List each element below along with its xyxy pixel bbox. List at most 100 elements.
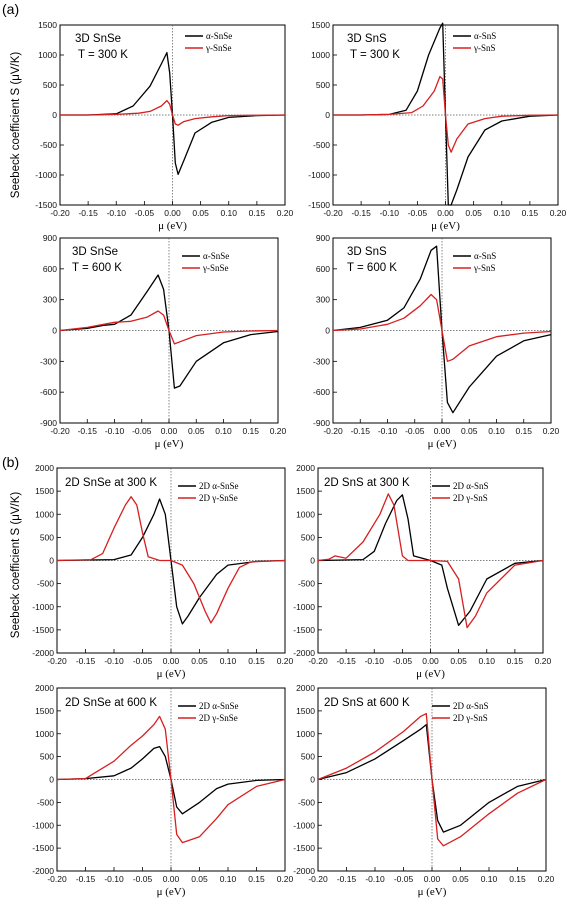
y-tick-label: -1500 [293, 625, 315, 635]
y-tick-label: 1000 [35, 729, 54, 739]
series-line-gamma [317, 493, 544, 629]
x-tick-label: -0.15 [76, 656, 96, 666]
y-tick-label: 2000 [296, 463, 315, 473]
chart-title: 2D SnS at 600 K [324, 697, 410, 709]
x-tick-label: -0.15 [336, 656, 356, 666]
x-tick-label: 0.05 [465, 208, 482, 218]
y-tick-label: -500 [37, 797, 54, 807]
y-tick-label: -1000 [308, 170, 330, 180]
chart-panel-5: -0.20 -0.15 -0.10 -0.05 0.00 0.05 0.10 0.15 0.20… [293, 463, 551, 680]
x-tick-label: -0.10 [378, 426, 398, 436]
x-tick-label: 0.00 [422, 656, 439, 666]
series-line-gamma [59, 310, 279, 345]
y-tick-label: -500 [40, 140, 57, 150]
x-tick-label: 0.00 [424, 874, 441, 884]
y-tick-label: 0 [310, 556, 315, 566]
y-tick-label: -2000 [32, 866, 54, 876]
x-tick-label: 0.00 [163, 656, 180, 666]
y-tick-label: 1500 [35, 706, 54, 716]
chart-panel-2: -0.20 -0.15 -0.10 -0.05 0.00 0.05 0.10 0.15 0.20… [40, 233, 287, 450]
y-tick-label: 1000 [296, 509, 315, 519]
x-tick-label: 0.15 [248, 874, 265, 884]
plots-container: -0.20 -0.15 -0.10 -0.05 0.00 0.05 0.10 0.15 0.20… [32, 20, 566, 898]
x-tick-label: -0.10 [380, 208, 400, 218]
legend-label: 2D α-SnS [453, 481, 488, 491]
y-tick-label: -1000 [32, 602, 54, 612]
series-line-gamma [56, 715, 286, 844]
chart-title: 2D SnSe at 300 K [65, 477, 157, 489]
x-tick-label: 0.20 [277, 874, 294, 884]
y-tick-label: 0 [325, 326, 330, 336]
x-tick-label: 0.00 [161, 426, 178, 436]
x-tick-label: -0.05 [132, 426, 152, 436]
x-axis-label: μ (eV) [416, 668, 445, 680]
y-tick-label: -2000 [32, 648, 54, 658]
legend-label: 2D α-SnS [453, 701, 488, 711]
y-tick-label: -1500 [308, 200, 330, 210]
x-tick-label: 0.10 [478, 656, 495, 666]
x-tick-label: -0.05 [133, 656, 153, 666]
panel-label-b: (b) [2, 454, 19, 470]
x-tick-label: 0.20 [277, 208, 294, 218]
legend-label: γ-SnS [473, 43, 496, 53]
x-tick-label: -0.05 [393, 656, 413, 666]
y-tick-label: -2000 [293, 648, 315, 658]
y-tick-label: -1500 [35, 200, 57, 210]
x-tick-label: 0.20 [270, 426, 287, 436]
x-tick-label: -0.20 [50, 426, 70, 436]
chart-title: 3D SnSe [75, 33, 121, 45]
y-tick-label: 600 [316, 264, 330, 274]
x-axis-label: μ (eV) [431, 220, 460, 232]
series-line-gamma [317, 712, 547, 847]
chart-panel-3: -0.20 -0.15 -0.10 -0.05 0.00 0.05 0.10 0.15 0.20… [313, 233, 560, 450]
legend-label: γ-SnS [473, 263, 496, 273]
x-tick-label: 0.10 [488, 426, 505, 436]
legend-label: γ-SnSe [202, 263, 228, 273]
chart-panel-1: -0.20 -0.15 -0.10 -0.05 0.00 0.05 0.10 0.15 0.20… [308, 20, 566, 232]
y-tick-label: -1000 [293, 602, 315, 612]
chart-panel-0: -0.20 -0.15 -0.10 -0.05 0.00 0.05 0.10 0.15 0.20… [35, 20, 293, 232]
y-tick-label: 2000 [296, 683, 315, 693]
x-tick-label: 0.20 [543, 426, 560, 436]
x-tick-label: -0.15 [76, 874, 96, 884]
y-tick-label: 0 [49, 775, 54, 785]
chart-subtitle: T = 300 K [350, 49, 400, 61]
series-line-gamma [333, 75, 559, 153]
x-tick-label: -0.20 [50, 208, 70, 218]
x-tick-label: 0.10 [220, 656, 237, 666]
y-tick-label: -500 [298, 579, 315, 589]
x-tick-label: -0.10 [104, 656, 124, 666]
x-tick-label: 0.05 [192, 208, 209, 218]
y-tick-label: 2000 [35, 683, 54, 693]
x-tick-label: -0.20 [308, 656, 328, 666]
y-tick-label: -900 [313, 418, 330, 428]
x-tick-label: 0.05 [461, 426, 478, 436]
x-tick-label: -0.10 [107, 208, 127, 218]
series-line-gamma [56, 496, 286, 624]
x-tick-label: 0.15 [509, 874, 526, 884]
x-tick-label: 0.15 [248, 656, 265, 666]
chart-title: 3D SnSe [72, 246, 118, 258]
x-tick-label: -0.05 [133, 874, 153, 884]
series-line-alpha [56, 745, 286, 815]
y-tick-label: 1000 [35, 509, 54, 519]
y-tick-label: 1000 [311, 50, 330, 60]
x-tick-label: 0.15 [249, 208, 266, 218]
x-tick-label: 0.10 [493, 208, 510, 218]
legend-label: α-SnS [474, 251, 496, 261]
chart-title: 3D SnS [347, 33, 387, 45]
chart-panel-7: -0.20 -0.15 -0.10 -0.05 0.00 0.05 0.10 0.15 0.20… [293, 683, 554, 898]
series-line-alpha [317, 494, 544, 626]
x-tick-label: 0.05 [450, 656, 467, 666]
ylabel-section-b: Seebeck coefficient S (μV/K) [10, 492, 22, 639]
x-tick-label: -0.05 [405, 426, 425, 436]
y-tick-label: -600 [313, 387, 330, 397]
x-tick-label: 0.00 [434, 426, 451, 436]
y-tick-label: -1500 [32, 625, 54, 635]
y-tick-label: 0 [52, 110, 57, 120]
x-tick-label: 0.10 [481, 874, 498, 884]
x-tick-label: -0.20 [47, 656, 67, 666]
y-tick-label: 500 [301, 752, 315, 762]
series-line-alpha [59, 274, 279, 389]
